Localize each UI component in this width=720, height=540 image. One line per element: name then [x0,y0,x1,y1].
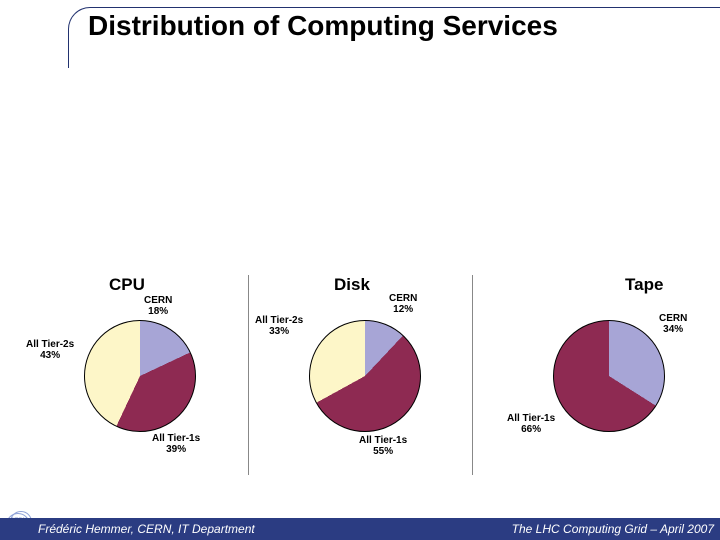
tape-label-t1: All Tier-1s 66% [507,413,555,435]
disk-label-t1-val: 55% [373,446,393,457]
charts-row: CPU CERN 18% All Tier-1s 39% All Tier-2s… [24,275,696,475]
pie-disk [309,320,421,432]
tape-label-cern-name: CERN [659,313,687,324]
panel-tape-title: Tape [625,275,663,295]
tape-label-cern: CERN 34% [659,313,687,335]
cpu-label-cern-name: CERN [144,295,172,306]
cpu-label-cern: CERN 18% [144,295,172,317]
footer-left: Frédéric Hemmer, CERN, IT Department [38,522,255,536]
cpu-label-t2-name: All Tier-2s [26,339,74,350]
tape-label-cern-val: 34% [663,324,683,335]
pie-tape [553,320,665,432]
disk-label-t2: All Tier-2s 33% [255,315,303,337]
disk-label-t1-name: All Tier-1s [359,435,407,446]
panel-cpu-title: CPU [109,275,145,295]
footer-bar: Frédéric Hemmer, CERN, IT Department The… [0,518,720,540]
tape-label-t1-name: All Tier-1s [507,413,555,424]
pie-cpu [84,320,196,432]
tape-label-t1-val: 66% [521,424,541,435]
panel-cpu: CPU CERN 18% All Tier-1s 39% All Tier-2s… [24,275,248,475]
page-title: Distribution of Computing Services [88,10,688,42]
disk-label-cern: CERN 12% [389,293,417,315]
footer-right: The LHC Computing Grid – April 2007 [512,522,714,536]
cpu-label-t1-val: 39% [166,444,186,455]
cpu-label-t2-val: 43% [40,350,60,361]
disk-label-cern-val: 12% [393,304,413,315]
panel-tape: Tape CERN 34% All Tier-1s 66% [472,275,697,475]
panel-disk: Disk CERN 12% All Tier-1s 55% All Tier-2… [248,275,473,475]
disk-label-cern-name: CERN [389,293,417,304]
cpu-label-t1: All Tier-1s 39% [152,433,200,455]
disk-label-t2-val: 33% [269,326,289,337]
disk-label-t1: All Tier-1s 55% [359,435,407,457]
cpu-label-cern-val: 18% [148,306,168,317]
cpu-label-t1-name: All Tier-1s [152,433,200,444]
disk-label-t2-name: All Tier-2s [255,315,303,326]
panel-disk-title: Disk [334,275,370,295]
cpu-label-t2: All Tier-2s 43% [26,339,74,361]
